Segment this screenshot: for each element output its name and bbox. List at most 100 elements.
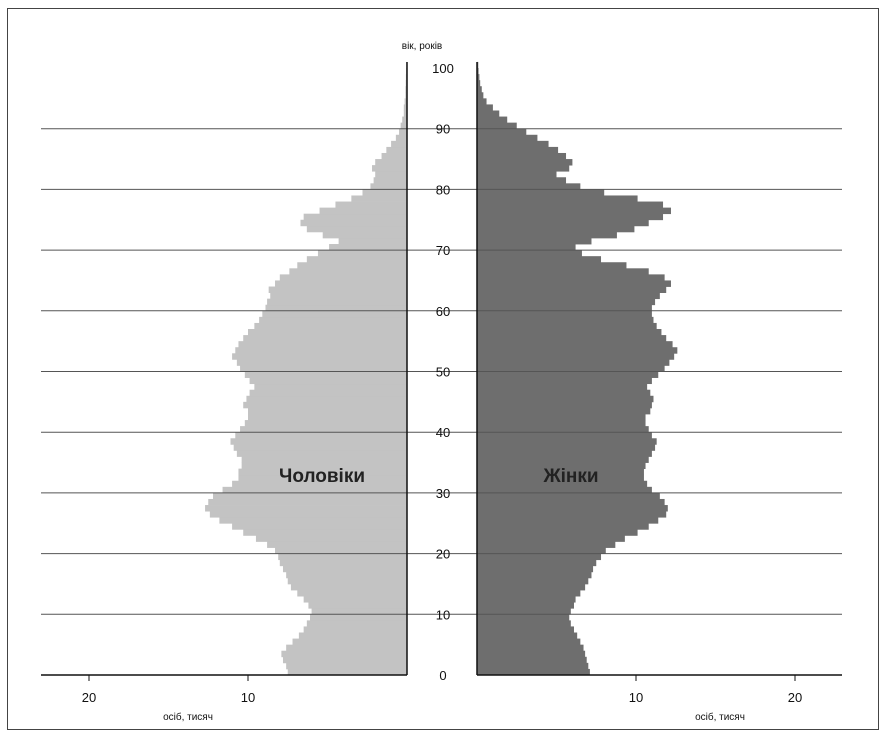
- age-tick-90: 90: [436, 122, 450, 137]
- female-bar-age-63: [477, 286, 667, 293]
- male-bar-age-29: [213, 492, 407, 500]
- male-bar-age-75: [303, 213, 407, 221]
- female-bar-age-10: [477, 608, 571, 615]
- male-bar-age-52: [232, 353, 407, 360]
- male-bar-age-3: [281, 650, 407, 658]
- female-bar-age-1: [477, 662, 589, 670]
- chart-frame: вік, років Чоловіки Жінки осіб, тисяч ос…: [7, 8, 879, 730]
- male-bar-age-65: [279, 274, 407, 281]
- male-bar-age-21: [267, 541, 407, 548]
- male-bar-age-78: [351, 195, 407, 202]
- female-bar-age-84: [477, 159, 573, 166]
- female-bar-age-66: [477, 268, 649, 275]
- female-bar-age-46: [477, 389, 651, 397]
- female-bar-age-79: [477, 189, 605, 196]
- female-bar-age-85: [477, 152, 567, 160]
- female-bar-age-15: [477, 577, 589, 585]
- female-bar-age-41: [477, 420, 646, 427]
- male-bar-age-20: [275, 547, 407, 554]
- male-bar-age-37: [233, 444, 407, 451]
- female-bar-age-73: [477, 225, 635, 233]
- female-bar-age-38: [477, 438, 657, 445]
- grid-lines: [41, 128, 842, 615]
- male-bar-age-40: [240, 426, 407, 433]
- male-bar-age-74: [300, 219, 407, 227]
- male-bar-age-41: [244, 420, 407, 427]
- male-bar-age-86: [386, 146, 407, 154]
- male-bar-age-42: [248, 413, 407, 421]
- male-bar-age-71: [338, 237, 407, 245]
- female-bar-age-24: [477, 523, 649, 530]
- male-bar-age-12: [303, 596, 407, 603]
- female-bar-age-75: [477, 213, 664, 221]
- female-bar-age-9: [477, 614, 570, 621]
- male-bar-age-30: [222, 486, 407, 494]
- male-bars: [205, 61, 407, 676]
- male-bar-age-1: [286, 662, 407, 670]
- female-bars: [477, 61, 678, 676]
- female-bar-age-91: [477, 116, 508, 124]
- male-bar-age-27: [205, 505, 407, 512]
- male-bar-age-14: [290, 583, 407, 591]
- x-tick-left-10: 10: [241, 690, 255, 705]
- male-bar-age-55: [243, 335, 407, 342]
- axes: [41, 62, 842, 681]
- male-bar-age-7: [303, 626, 407, 633]
- male-bar-age-80: [370, 183, 407, 190]
- female-bar-age-86: [477, 146, 559, 154]
- female-bar-age-6: [477, 632, 578, 639]
- male-bar-age-88: [395, 134, 407, 142]
- x-unit-right: осіб, тисяч: [695, 711, 745, 723]
- female-bar-age-49: [477, 371, 659, 378]
- male-bar-age-79: [362, 189, 407, 196]
- female-bar-age-87: [477, 140, 549, 148]
- male-bar-age-95: [405, 92, 407, 99]
- female-bar-age-33: [477, 468, 644, 476]
- male-bar-age-0: [287, 668, 407, 676]
- male-bar-age-57: [254, 322, 407, 330]
- female-bar-age-95: [477, 92, 484, 99]
- male-bar-age-84: [375, 159, 407, 166]
- male-bar-age-11: [308, 602, 407, 609]
- female-bar-age-98: [477, 74, 480, 81]
- series-label-female: Жінки: [542, 466, 598, 487]
- male-bar-age-24: [232, 523, 407, 530]
- male-bar-age-44: [243, 401, 407, 409]
- male-bar-age-94: [404, 98, 407, 105]
- female-bar-age-43: [477, 407, 651, 415]
- female-bar-age-92: [477, 110, 500, 117]
- labels: вік, років Чоловіки Жінки осіб, тисяч ос…: [82, 41, 802, 723]
- female-bar-age-64: [477, 280, 671, 287]
- female-bar-age-77: [477, 201, 664, 209]
- male-bar-age-64: [275, 280, 407, 287]
- female-bar-age-74: [477, 219, 649, 227]
- female-bar-age-30: [477, 486, 652, 494]
- male-bar-age-63: [268, 286, 407, 293]
- female-bar-age-29: [477, 492, 660, 500]
- age-tick-10: 10: [436, 607, 450, 622]
- age-tick-50: 50: [436, 365, 450, 380]
- male-bar-age-31: [232, 480, 407, 488]
- male-bar-age-28: [208, 498, 407, 506]
- male-bar-age-81: [373, 177, 407, 184]
- female-bar-age-65: [477, 274, 665, 281]
- male-bar-age-96: [405, 86, 407, 93]
- x-tick-right-10: 10: [629, 690, 643, 705]
- male-bar-age-66: [289, 268, 407, 275]
- female-bar-age-61: [477, 298, 656, 306]
- male-bar-age-45: [246, 395, 407, 403]
- male-bar-age-13: [297, 590, 407, 597]
- female-bar-age-36: [477, 450, 652, 457]
- male-bar-age-32: [238, 474, 407, 482]
- male-bar-age-8: [306, 620, 407, 627]
- female-bar-age-34: [477, 462, 646, 470]
- male-bar-age-89: [399, 128, 407, 136]
- female-bar-age-13: [477, 590, 581, 597]
- female-bar-age-57: [477, 322, 657, 330]
- female-bar-age-62: [477, 292, 660, 300]
- male-bar-age-23: [243, 529, 407, 536]
- female-bar-age-60: [477, 304, 652, 312]
- female-bar-age-97: [477, 80, 481, 87]
- female-bar-age-19: [477, 553, 602, 561]
- female-bar-age-25: [477, 517, 659, 524]
